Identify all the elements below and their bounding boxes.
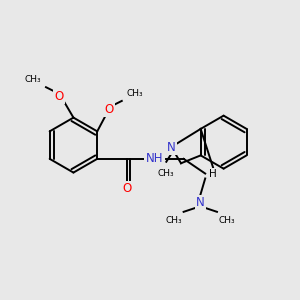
Text: CH₃: CH₃ [158,169,175,178]
Text: NH: NH [146,152,163,165]
Text: CH₃: CH₃ [166,216,182,225]
Text: CH₃: CH₃ [218,216,235,225]
Text: O: O [122,182,131,195]
Text: O: O [104,103,114,116]
Text: CH₃: CH₃ [25,75,41,84]
Text: CH₃: CH₃ [126,88,143,98]
Text: O: O [54,89,63,103]
Text: H: H [209,169,217,178]
Text: N: N [196,196,205,209]
Text: N: N [167,141,176,154]
